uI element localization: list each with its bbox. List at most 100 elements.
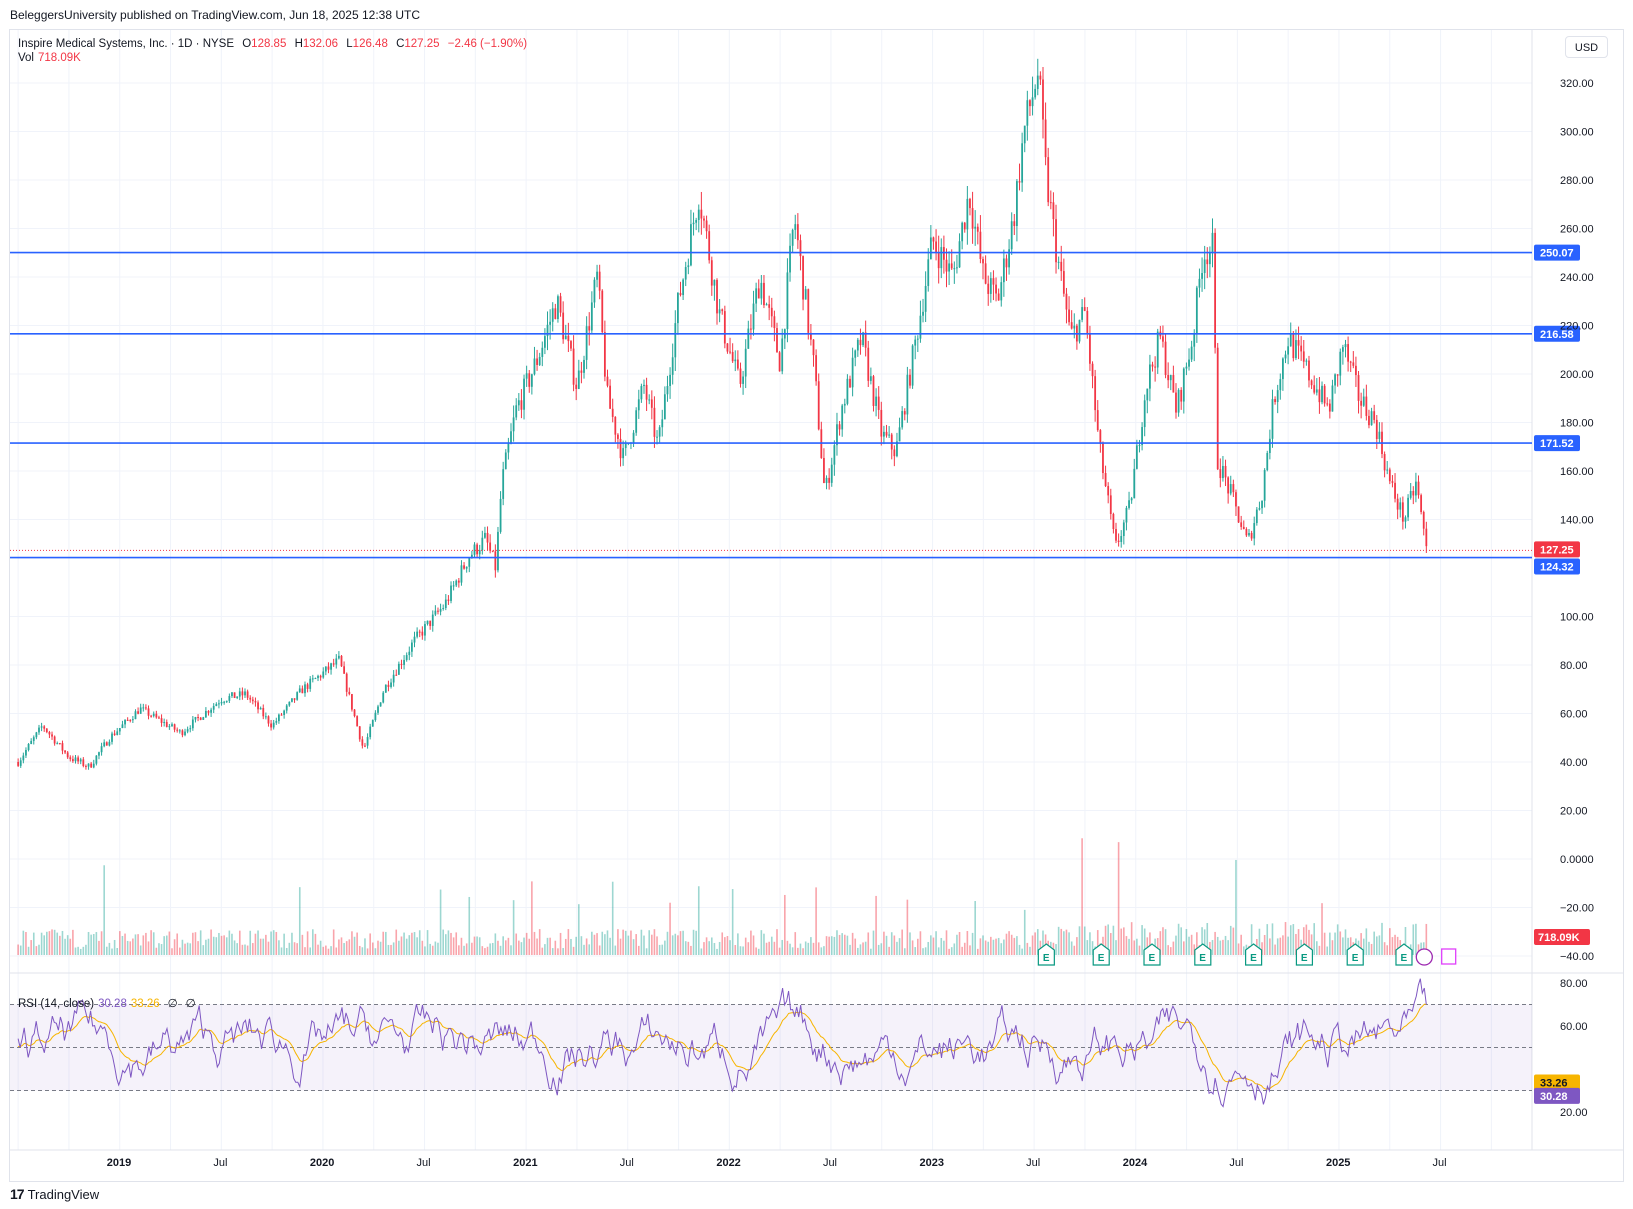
volume-bar [671, 935, 674, 955]
candle-body [961, 222, 964, 242]
candle-body [403, 659, 405, 665]
candle-body [322, 671, 325, 678]
candle-body [220, 702, 223, 704]
candle-body [275, 721, 278, 723]
volume-bar [51, 929, 53, 955]
time-tick-label: 2023 [920, 1157, 944, 1169]
volume-bar [784, 894, 786, 955]
candle-body [1177, 389, 1180, 413]
volume-bar [538, 929, 541, 955]
rsi-legend[interactable]: RSI (14, close) 30.28 33.26 ∅ ∅ [18, 996, 196, 1010]
volume-bar [919, 931, 922, 955]
candle-body [457, 580, 460, 583]
candle-body [17, 762, 20, 766]
volume-bar [770, 936, 773, 955]
volume-bar [1013, 937, 1016, 955]
candle-body [327, 666, 330, 670]
price-tick-label: 0.0000 [1560, 854, 1594, 866]
volume-bar [1065, 929, 1068, 955]
volume-bar [330, 946, 332, 955]
candle-body [1399, 502, 1402, 510]
candle-body [862, 332, 864, 346]
volume-bar [278, 940, 280, 955]
candle-body [901, 411, 904, 428]
symbol-legend[interactable]: Inspire Medical Systems, Inc. · 1D · NYS… [18, 36, 527, 52]
volume-bar [405, 938, 408, 955]
volume-bar [922, 948, 924, 955]
candle-body [27, 743, 30, 750]
candle-body [836, 424, 838, 446]
candle-body [204, 710, 207, 718]
volume-bar [413, 932, 416, 955]
candlestick-series [17, 58, 1428, 770]
candle-body [497, 531, 499, 571]
candle-body [228, 696, 231, 701]
candle-body [264, 716, 267, 718]
volume-bar [651, 934, 653, 955]
candle-body [171, 724, 173, 727]
volume-bar [885, 935, 888, 955]
volume-bar [434, 941, 437, 955]
volume-bar [35, 946, 38, 955]
candle-body [859, 339, 862, 346]
volume-bar [124, 933, 126, 955]
volume-bar [1342, 937, 1344, 955]
candle-body [244, 691, 246, 696]
candle-body [1169, 375, 1172, 381]
candle-body [911, 345, 914, 386]
volume-bar [828, 936, 830, 955]
volume-bar [364, 938, 366, 955]
volume-bar [911, 940, 914, 955]
candle-body [231, 692, 233, 697]
candle-body [447, 599, 450, 601]
price-tick-label: 200.00 [1560, 369, 1594, 381]
volume-bar [275, 931, 278, 955]
volume-bar [992, 939, 995, 955]
volume-bar [1125, 936, 1128, 955]
volume-bar [317, 944, 319, 955]
volume-bar [1229, 925, 1232, 955]
candle-body [653, 407, 656, 437]
footer-brand[interactable]: 17 TradingView [10, 1186, 99, 1202]
candle-body [942, 247, 945, 260]
volume-bar [1128, 938, 1130, 955]
candle-body [356, 716, 359, 727]
candle-body [705, 220, 708, 232]
volume-bar [1344, 929, 1347, 955]
currency-button[interactable]: USD [1565, 36, 1608, 58]
volume-bar [661, 944, 664, 955]
candle-body [262, 708, 265, 717]
candle-body [1375, 419, 1378, 439]
candle-body [1013, 221, 1016, 227]
volume-bar [53, 929, 56, 955]
candle-body [598, 271, 601, 291]
candle-body [1355, 365, 1357, 376]
volume-bar [186, 942, 189, 955]
volume-bar [838, 934, 841, 955]
candle-body [517, 400, 520, 406]
candle-body [1102, 443, 1104, 474]
volume-bar [692, 929, 695, 955]
candle-body [1208, 252, 1211, 265]
volume-bar [817, 942, 820, 955]
candle-body [1255, 509, 1258, 524]
volume-bar [1018, 944, 1021, 955]
volume-bar [572, 946, 575, 955]
price-tick-label: 320.00 [1560, 78, 1594, 90]
volume-bar [742, 946, 744, 955]
candle-body [484, 532, 486, 538]
volume-bar [1308, 929, 1310, 955]
open-value: 128.85 [251, 38, 287, 50]
volume-bar [356, 932, 358, 955]
candle-body [596, 271, 598, 280]
candle-body [280, 714, 283, 716]
candle-body [491, 550, 494, 552]
price-axis: 320.00 300.00 280.00 260.00 240.00 220.00 200.… [1560, 78, 1594, 963]
candle-body [337, 655, 340, 659]
candle-body [1175, 392, 1177, 413]
candle-body [1060, 261, 1063, 272]
candle-body [238, 691, 241, 697]
volume-bar [1420, 942, 1422, 955]
volume-bar [510, 945, 512, 955]
